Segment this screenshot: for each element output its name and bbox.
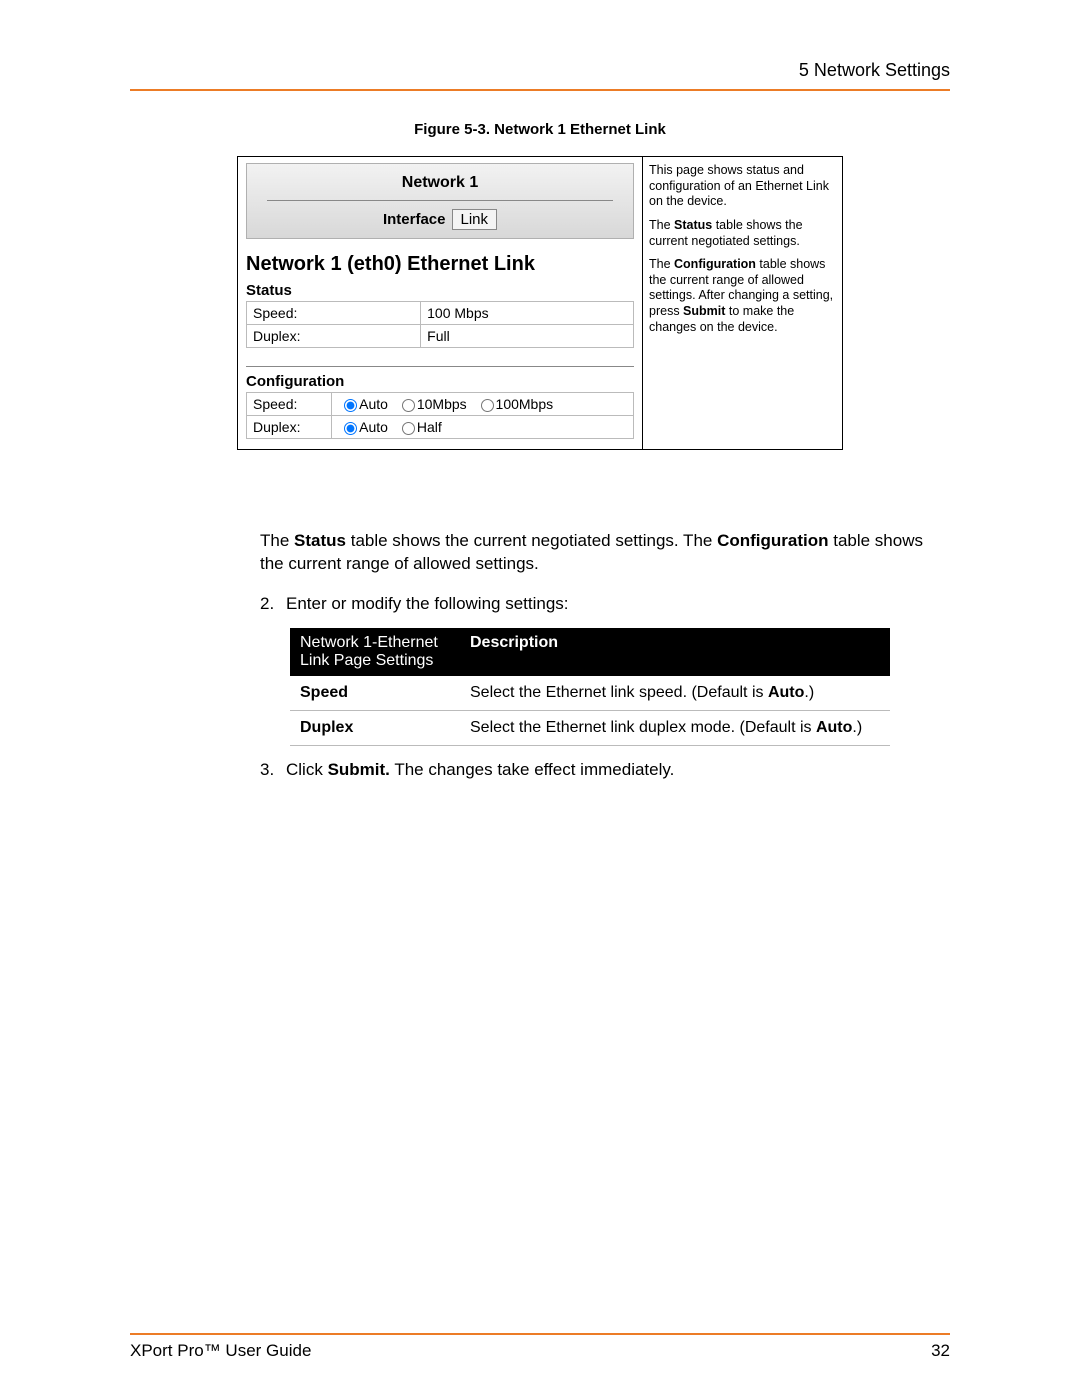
text-bold: Configuration <box>674 257 756 271</box>
cell-value: 100 Mbps <box>421 302 634 325</box>
cell-value: Select the Ethernet link duplex mode. (D… <box>460 710 890 745</box>
status-table: Speed: 100 Mbps Duplex: Full <box>246 301 634 348</box>
text-bold: Auto <box>816 719 852 736</box>
page-header: 5 Network Settings <box>130 60 950 91</box>
radio-option[interactable]: 100Mbps <box>475 396 554 412</box>
radio-label: 10Mbps <box>417 396 467 412</box>
table-header-row: Network 1-Ethernet Link Page Settings De… <box>290 628 890 676</box>
step-number: 3. <box>260 760 286 780</box>
radio-label: Auto <box>359 419 388 435</box>
step-2: 2. Enter or modify the following setting… <box>130 594 950 614</box>
table-row: Duplex Select the Ethernet link duplex m… <box>290 710 890 745</box>
cell-key: Duplex: <box>247 416 332 439</box>
tab-interface[interactable]: Interface <box>383 211 446 228</box>
cell-key: Speed <box>290 676 460 711</box>
text-bold: Configuration <box>717 531 828 550</box>
table-row: Speed Select the Ethernet link speed. (D… <box>290 676 890 711</box>
table-row: Speed: Auto 10Mbps 100Mbps <box>247 393 634 416</box>
description-table: Network 1-Ethernet Link Page Settings De… <box>290 628 890 746</box>
text: Select the Ethernet link speed. (Default… <box>470 684 768 701</box>
page-number: 32 <box>931 1341 950 1361</box>
text: table shows the current negotiated setti… <box>346 531 717 550</box>
figure-screenshot: Network 1 Interface Link Network 1 (eth0… <box>237 156 843 450</box>
panel-title: Network 1 <box>247 174 633 192</box>
help-text: The Configuration table shows the curren… <box>649 257 836 335</box>
text: .) <box>804 684 814 701</box>
cell-value: Select the Ethernet link speed. (Default… <box>460 676 890 711</box>
text: The <box>260 531 294 550</box>
figure-caption: Figure 5-3. Network 1 Ethernet Link <box>130 121 950 138</box>
config-label: Configuration <box>246 373 634 390</box>
step-text: Click Submit. The changes take effect im… <box>286 760 674 780</box>
tabs: Interface Link <box>383 209 497 230</box>
figure-help-panel: This page shows status and configuration… <box>642 157 842 449</box>
text-bold: Submit. <box>328 760 390 779</box>
text-bold: Status <box>674 218 712 232</box>
divider <box>246 366 634 367</box>
text: The changes take effect immediately. <box>390 760 674 779</box>
cell-key: Speed: <box>247 302 421 325</box>
radio-input[interactable] <box>481 399 494 412</box>
table-row: Duplex: Full <box>247 325 634 348</box>
figure-main-panel: Network 1 Interface Link Network 1 (eth0… <box>238 157 642 449</box>
radio-option[interactable]: 10Mbps <box>396 396 467 412</box>
text-bold: Auto <box>768 684 804 701</box>
text-bold: Submit <box>683 304 725 318</box>
cell-value: Auto Half <box>332 416 634 439</box>
cell-value: Full <box>421 325 634 348</box>
divider <box>267 200 613 201</box>
step-3: 3. Click Submit. The changes take effect… <box>130 760 950 780</box>
chapter-title: 5 Network Settings <box>799 60 950 80</box>
cell-key: Speed: <box>247 393 332 416</box>
radio-input[interactable] <box>402 422 415 435</box>
text: Select the Ethernet link duplex mode. (D… <box>470 719 816 736</box>
text-bold: Description <box>470 634 558 651</box>
text: The <box>649 257 674 271</box>
footer-title: XPort Pro™ User Guide <box>130 1341 311 1361</box>
text-bold: Status <box>294 531 346 550</box>
table-header: Network 1-Ethernet Link Page Settings <box>290 628 460 676</box>
table-header: Description <box>460 628 890 676</box>
help-text: This page shows status and configuration… <box>649 163 836 210</box>
cell-key: Duplex <box>290 710 460 745</box>
step-number: 2. <box>260 594 286 614</box>
step-text: Enter or modify the following settings: <box>286 594 569 614</box>
panel-header: Network 1 Interface Link <box>246 163 634 239</box>
radio-input[interactable] <box>344 399 357 412</box>
radio-input[interactable] <box>344 422 357 435</box>
table-row: Speed: 100 Mbps <box>247 302 634 325</box>
section-heading: Network 1 (eth0) Ethernet Link <box>246 253 634 276</box>
radio-option[interactable]: Auto <box>338 419 388 435</box>
help-text: The Status table shows the current negot… <box>649 218 836 249</box>
status-label: Status <box>246 282 634 299</box>
text: Click <box>286 760 328 779</box>
radio-label: 100Mbps <box>496 396 554 412</box>
table-row: Duplex: Auto Half <box>247 416 634 439</box>
body-paragraph: The Status table shows the current negot… <box>130 530 950 576</box>
radio-label: Half <box>417 419 442 435</box>
text: The <box>649 218 674 232</box>
radio-label: Auto <box>359 396 388 412</box>
cell-key: Duplex: <box>247 325 421 348</box>
text: .) <box>852 719 862 736</box>
cell-value: Auto 10Mbps 100Mbps <box>332 393 634 416</box>
config-table: Speed: Auto 10Mbps 100Mbps Duplex: Auto … <box>246 392 634 439</box>
page-footer: XPort Pro™ User Guide 32 <box>130 1333 950 1361</box>
radio-option[interactable]: Auto <box>338 396 388 412</box>
tab-link[interactable]: Link <box>452 209 498 230</box>
radio-option[interactable]: Half <box>396 419 442 435</box>
radio-input[interactable] <box>402 399 415 412</box>
